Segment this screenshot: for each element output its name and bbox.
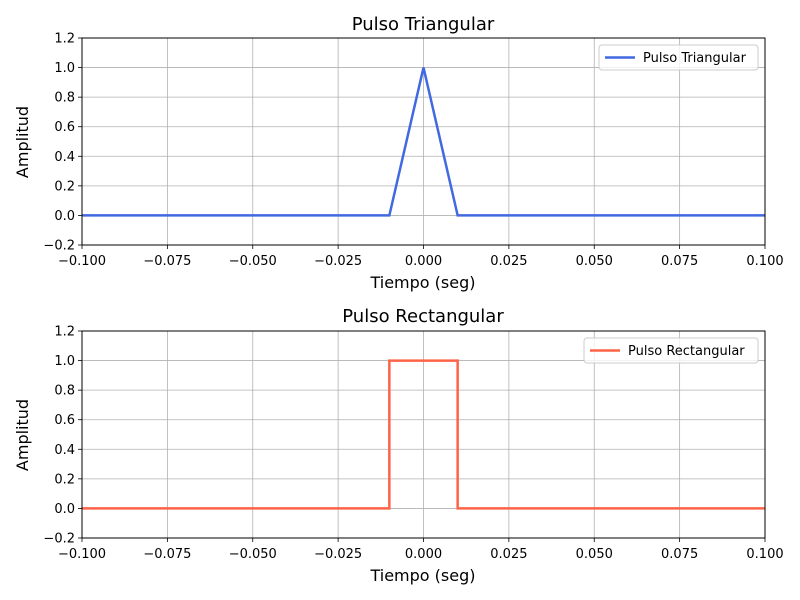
x-tick-label: 0.075 [661, 254, 698, 269]
y-tick-label: 0.6 [54, 413, 75, 428]
legend: Pulso Rectangular [583, 337, 759, 364]
x-tick-label: −0.075 [143, 547, 191, 562]
series-line [82, 359, 765, 510]
y-tick-label: 1.0 [54, 61, 75, 76]
x-tick-label: −0.050 [229, 547, 277, 562]
y-tick-label: 0.6 [54, 120, 75, 135]
x-tick-label: 0.025 [490, 547, 527, 562]
x-axis-label: Tiempo (seg) [369, 273, 475, 292]
x-tick-label: 0.100 [746, 254, 783, 269]
y-tick-label: −0.2 [43, 532, 75, 547]
x-tick-label: 0.050 [576, 254, 613, 269]
x-tick-label: 0.000 [405, 254, 442, 269]
x-tick-label: −0.025 [314, 547, 362, 562]
x-tick-label: 0.025 [490, 254, 527, 269]
legend-box [583, 337, 759, 364]
ticks: −0.100 −0.075 −0.050 −0.025 0.000 0.025 0.050 0… [43, 325, 783, 563]
legend: Pulso Triangular [598, 44, 759, 71]
x-tick-label: −0.100 [58, 254, 106, 269]
series-line [82, 67, 765, 217]
x-tick-label: −0.050 [229, 254, 277, 269]
chart-triangular-pulse: Pulso Triangular Tiempo (seg) Amplitud −… [13, 14, 784, 292]
y-tick-label: 1.2 [54, 32, 75, 47]
y-tick-label: 0.2 [54, 472, 75, 487]
axes-frame [81, 330, 766, 539]
y-tick-label: 0.4 [54, 443, 75, 458]
y-tick-label: −0.2 [43, 239, 75, 254]
x-tick-label: −0.025 [314, 254, 362, 269]
x-tick-label: 0.100 [746, 547, 783, 562]
y-tick-label: 1.0 [54, 354, 75, 369]
x-tick-label: 0.050 [576, 547, 613, 562]
legend-box [598, 44, 759, 71]
x-tick-label: 0.000 [405, 547, 442, 562]
y-tick-label: 0.8 [54, 384, 75, 399]
legend-label: Pulso Rectangular [628, 344, 745, 359]
axes-frame [81, 37, 766, 246]
plot-area [82, 67, 765, 217]
y-tick-label: 1.2 [54, 325, 75, 340]
y-tick-label: 0.2 [54, 179, 75, 194]
chart-rectangular-pulse: Pulso Rectangular Tiempo (seg) Amplitud … [13, 306, 784, 585]
y-tick-label: 0.0 [54, 209, 75, 224]
y-tick-label: 0.8 [54, 91, 75, 106]
x-tick-label: −0.100 [58, 547, 106, 562]
legend-label: Pulso Triangular [643, 51, 747, 66]
chart-title: Pulso Rectangular [342, 306, 504, 327]
y-tick-label: 0.4 [54, 150, 75, 165]
x-tick-label: −0.075 [143, 254, 191, 269]
x-axis-label: Tiempo (seg) [369, 566, 475, 585]
x-tick-label: 0.075 [661, 547, 698, 562]
chart-title: Pulso Triangular [352, 14, 495, 35]
y-axis-label: Amplitud [13, 106, 32, 178]
ticks: −0.100 −0.075 −0.050 −0.025 0.000 0.025 0.050 0… [43, 32, 783, 270]
y-axis-label: Amplitud [13, 399, 32, 471]
y-tick-label: 0.0 [54, 502, 75, 517]
plot-area [82, 359, 765, 510]
